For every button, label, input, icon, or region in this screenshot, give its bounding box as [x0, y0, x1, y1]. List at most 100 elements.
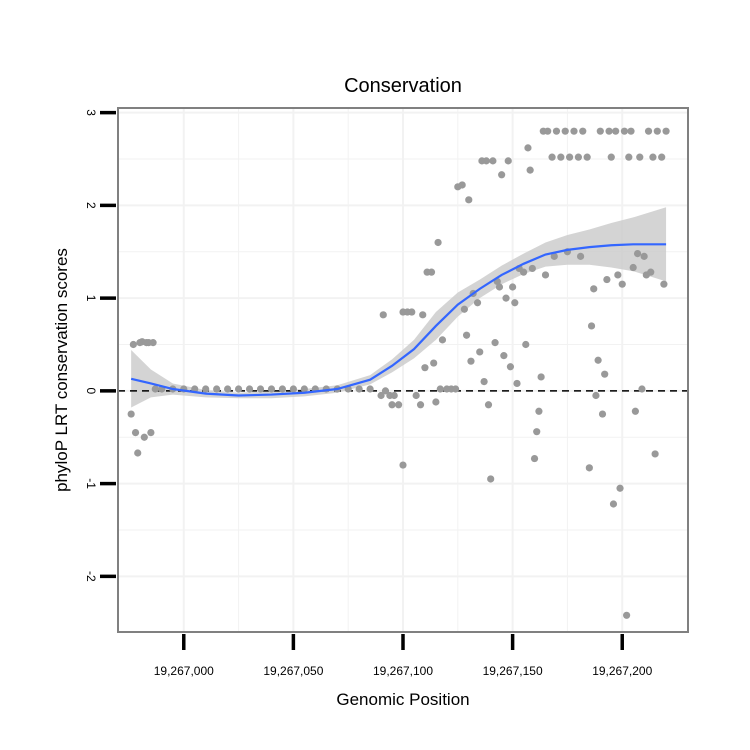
smooth-fit [130, 243, 667, 397]
data-point [530, 454, 539, 463]
data-point [585, 464, 593, 472]
data-point [535, 407, 543, 415]
data-point [509, 283, 517, 291]
data-point [607, 153, 615, 161]
data-point [502, 294, 510, 302]
data-point [491, 339, 499, 347]
data-point [484, 401, 493, 409]
data-point [480, 377, 488, 386]
data-point [224, 385, 232, 393]
data-point [355, 385, 363, 393]
data-point [388, 401, 396, 409]
data-point [583, 153, 591, 161]
plot-panel-border [117, 107, 689, 633]
smooth-fit-line [130, 243, 667, 397]
data-point [603, 275, 611, 284]
x-axis-label: Genomic Position [336, 690, 469, 709]
data-point [234, 385, 243, 393]
data-point [460, 305, 468, 313]
data-point [620, 127, 629, 135]
y-tick-label: -1 [84, 478, 98, 489]
data-point [438, 336, 447, 344]
data-point [647, 268, 655, 276]
data-point [623, 611, 631, 619]
data-point [432, 398, 440, 406]
data-point [427, 268, 436, 276]
data-point [140, 433, 148, 441]
data-point [660, 280, 668, 288]
data-point [379, 311, 387, 319]
data-point [300, 385, 308, 393]
data-point [544, 127, 552, 135]
chart-title: Conservation [344, 75, 462, 97]
data-point [576, 252, 585, 260]
data-point [633, 250, 642, 258]
data-point [528, 264, 536, 273]
y-axis-ticks: -2 -1 0 1 2 3 [84, 109, 116, 582]
data-point [366, 385, 374, 393]
data-point [557, 153, 565, 161]
data-point [289, 385, 297, 393]
data-point [596, 127, 604, 135]
data-point [419, 311, 427, 319]
data-point [434, 238, 442, 247]
data-point [202, 385, 210, 393]
data-point [533, 428, 541, 436]
data-point [129, 340, 137, 349]
y-tick-label: -2 [84, 571, 98, 582]
data-point [511, 299, 519, 307]
data-point [598, 410, 607, 418]
y-axis-label: phyloP LRT conservation scores [52, 248, 71, 492]
data-point [500, 352, 508, 360]
data-point [653, 127, 661, 135]
data-point [390, 391, 398, 400]
data-point [482, 157, 490, 165]
data-point [629, 263, 637, 272]
y-tick-label: 0 [84, 388, 98, 395]
data-point [605, 127, 613, 135]
data-point [278, 385, 287, 393]
data-point [504, 157, 512, 165]
data-point [513, 379, 521, 388]
data-point [644, 127, 653, 135]
data-point [636, 153, 644, 161]
data-point [399, 461, 407, 469]
x-tick-label: 19,267,200 [592, 664, 652, 678]
data-point [421, 364, 429, 372]
data-point [651, 450, 659, 458]
data-point [587, 322, 596, 330]
grid-lines [118, 108, 688, 632]
data-point [134, 449, 142, 457]
data-point [609, 500, 618, 508]
data-point [245, 385, 254, 393]
data-point [579, 127, 587, 135]
data-point [625, 153, 633, 161]
data-point [408, 308, 416, 316]
data-point [127, 410, 135, 418]
scatter-points [127, 127, 670, 619]
x-tick-label: 19,267,100 [373, 664, 433, 678]
y-tick-label: 1 [84, 295, 98, 302]
data-point [519, 268, 528, 276]
data-point [416, 401, 425, 409]
data-point [548, 153, 556, 161]
data-point [594, 356, 602, 364]
data-point [381, 387, 390, 395]
data-point [412, 391, 420, 400]
data-point [522, 340, 530, 349]
data-point [631, 407, 639, 415]
data-point [640, 252, 648, 260]
data-point [489, 157, 497, 165]
x-tick-label: 19,267,000 [154, 664, 214, 678]
data-point [541, 271, 550, 279]
data-point [498, 171, 506, 179]
data-point [638, 385, 646, 393]
data-point [649, 153, 657, 161]
data-point [612, 127, 620, 135]
data-point [614, 271, 622, 279]
data-point [487, 475, 495, 483]
data-point [467, 357, 475, 365]
x-axis-ticks: 19,267,000 19,267,050 19,267,100 19,267,150… [154, 634, 653, 678]
data-point [131, 429, 140, 437]
data-point [561, 127, 569, 135]
